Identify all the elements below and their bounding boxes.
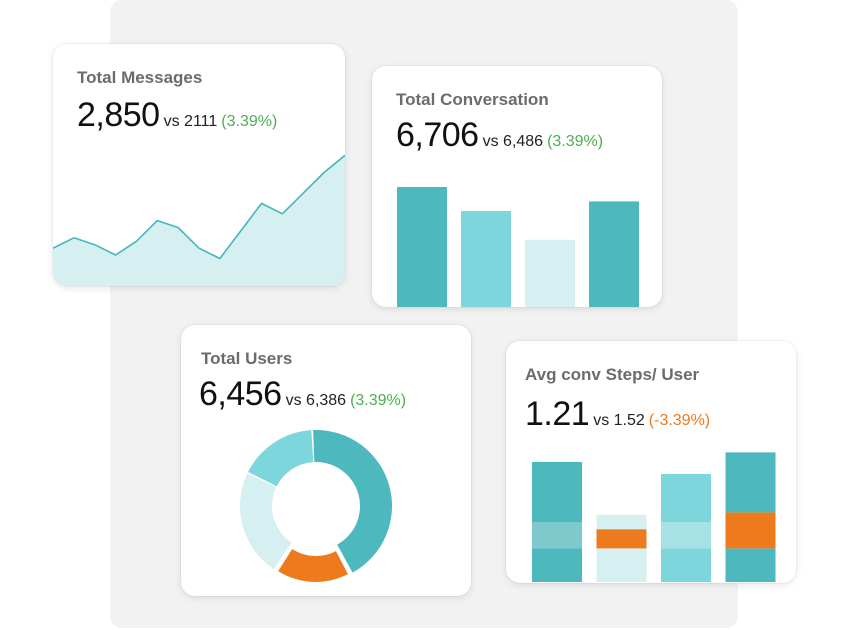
steps-stacked-bar-chart — [532, 452, 776, 582]
metric-change: (3.39%) — [221, 113, 278, 130]
metric-change: (3.39%) — [547, 133, 604, 150]
bar-3-segment-3 — [661, 474, 711, 522]
bar-1-segment-2 — [532, 522, 582, 549]
bar-2 — [461, 211, 511, 307]
donut-slice-1 — [313, 429, 393, 573]
metric-row: 2,850 vs 2111 (3.39%) — [77, 96, 277, 135]
bar-3-segment-1 — [661, 548, 711, 582]
bar-3-segment-2 — [661, 522, 711, 549]
metric-change: (3.39%) — [350, 392, 407, 409]
messages-area-chart — [53, 154, 345, 286]
bar-1 — [397, 187, 447, 307]
metric-comparison: vs 1.52 — [593, 412, 645, 429]
card-title: Total Messages — [77, 68, 203, 87]
card-title: Total Users — [201, 349, 293, 368]
card-title: Avg conv Steps/ User — [525, 365, 700, 384]
series-line — [53, 154, 345, 260]
donut-slice-4 — [248, 430, 314, 487]
users-donut-chart — [239, 429, 393, 582]
area-fill — [53, 155, 345, 286]
metric-comparison: vs 6,386 — [285, 392, 347, 409]
total-conversation-card: Total Conversation 6,706 vs 6,486 (3.39%) — [372, 66, 662, 307]
metric-value: 1.21 — [525, 395, 590, 433]
bar-3 — [525, 239, 575, 307]
card-title: Total Conversation — [396, 90, 549, 109]
bar-4-segment-2 — [725, 512, 776, 549]
bar-4 — [589, 201, 639, 307]
total-users-card: Total Users 6,456 vs 6,386 (3.39%) — [181, 325, 471, 596]
donut-slice-3 — [239, 473, 292, 570]
metric-row: 6,456 vs 6,386 (3.39%) — [199, 375, 406, 414]
bar-2-segment-3 — [596, 514, 647, 530]
metric-value: 2,850 — [77, 96, 160, 134]
donut-slice-2 — [278, 549, 348, 582]
bar-4-segment-1 — [725, 548, 776, 582]
metric-row: 1.21 vs 1.52 (-3.39%) — [525, 395, 710, 434]
total-messages-card: Total Messages 2,850 vs 2111 (3.39%) — [53, 44, 345, 286]
conversation-bar-chart — [397, 187, 639, 307]
avg-conv-steps-card: Avg conv Steps/ User 1.21 vs 1.52 (-3.39%) — [506, 341, 796, 583]
metric-change: (-3.39%) — [648, 412, 711, 429]
metric-value: 6,706 — [396, 116, 479, 154]
metric-value: 6,456 — [199, 375, 282, 413]
bar-1-segment-3 — [532, 462, 582, 522]
bar-1-segment-1 — [532, 548, 582, 582]
bar-2-segment-2 — [596, 529, 647, 549]
bar-2-segment-1 — [596, 548, 647, 582]
metric-row: 6,706 vs 6,486 (3.39%) — [396, 116, 603, 155]
bar-4-segment-3 — [725, 452, 776, 513]
metric-comparison: vs 2111 — [163, 113, 218, 130]
metric-comparison: vs 6,486 — [482, 133, 544, 150]
